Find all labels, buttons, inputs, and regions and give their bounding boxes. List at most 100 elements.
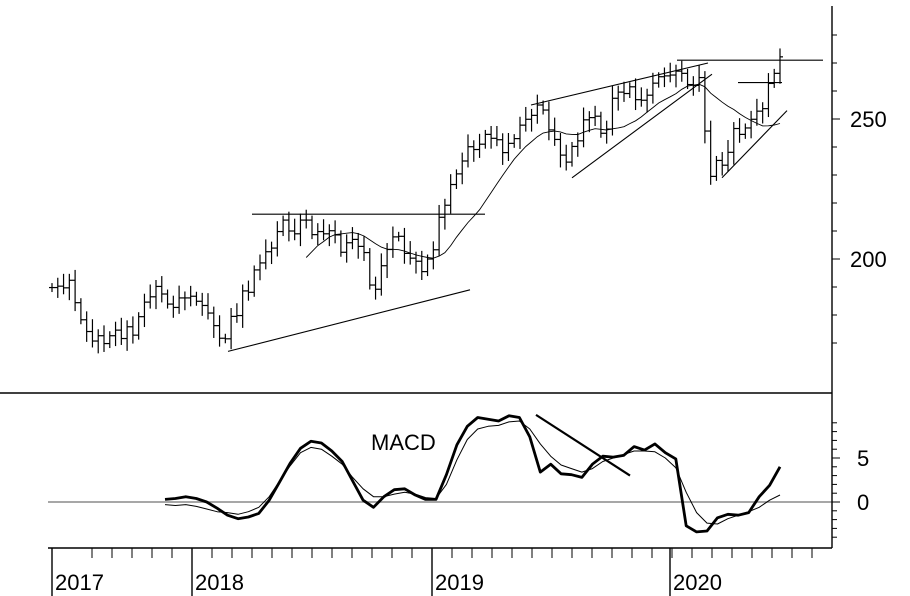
price-bar [528,108,535,132]
price-bar [765,73,772,118]
price-bar [112,321,119,347]
price-bar [753,98,760,126]
price-bar [759,102,766,124]
price-bar [262,239,269,270]
price-bar [505,133,512,161]
price-bar [742,123,749,139]
price-bar [465,134,471,168]
price-bar [89,319,96,348]
price-bar [493,126,500,147]
price-bar [77,298,84,325]
price-bar [297,213,304,247]
price-bar [343,234,350,263]
price-bar [534,94,541,124]
price-bar [447,174,454,214]
chart-frame: 200 250 0 5 2017 2018 2019 2020 [0,6,887,596]
price-bar [314,223,321,245]
price-bar [233,303,240,323]
price-bar [418,250,425,280]
price-bar [713,155,720,181]
price-bar [777,48,783,84]
price-bar [621,81,627,102]
price-bar [459,152,466,185]
price-bar [545,101,552,141]
price-bar [644,88,651,113]
price-bar [291,218,298,241]
price-bar [245,280,252,301]
macd-line [164,414,782,534]
price-bar [586,111,593,133]
price-bar [626,82,633,98]
macd-tick-label: 5 [857,446,869,471]
price-bar [372,276,379,300]
price-bar [615,85,622,111]
price-bar [563,144,570,171]
price-bar [476,133,483,158]
price-bar [361,236,367,261]
macd-panel [48,413,832,534]
price-bar [719,152,726,176]
price-bar [101,325,107,352]
price-bar [638,87,645,107]
price-bar [430,241,437,270]
price-bar [66,273,73,301]
price-bar [72,269,79,312]
price-bar [193,291,200,306]
macd-signal-line [164,420,781,525]
price-bar [540,100,547,115]
price-trendline [721,110,788,179]
price-bar [303,209,310,229]
price-bar [499,133,506,165]
price-bar [401,227,408,264]
price-bar [696,65,703,92]
price-bar [199,292,206,316]
price-bar [210,306,217,338]
price-bar [511,134,518,148]
price-tick-label: 250 [850,107,887,132]
price-bar [257,254,263,281]
price-bar [771,68,778,88]
price-bar [205,293,211,320]
price-bar [95,329,102,354]
price-bar [153,280,159,310]
price-bar [730,122,737,165]
price-bar [725,140,731,172]
price-bar [707,120,714,185]
price-bar [632,78,639,111]
price-bar [141,293,148,328]
price-bar [551,117,558,146]
price-bar [239,284,246,328]
price-bar [170,295,177,318]
price-panel [49,48,823,354]
price-bar [678,60,685,82]
price-bar [251,265,258,297]
price-bar [748,110,755,139]
price-bar [337,230,344,257]
price-bar [181,291,188,311]
price-bar [453,169,460,189]
price-bar [355,232,362,259]
price-bar [274,221,281,257]
year-label: 2018 [195,570,244,595]
price-bar [649,72,656,104]
price-bar [488,126,495,149]
price-bar [228,308,235,350]
price-bar [701,71,708,144]
price-bar [268,241,275,265]
price-bar [320,219,327,241]
year-label: 2017 [55,570,104,595]
price-bar [118,317,125,345]
price-bar [280,215,287,237]
price-bar [309,215,315,240]
price-trendline [571,73,713,179]
price-bar [661,67,668,88]
price-bar [285,211,292,242]
price-bar [580,107,587,148]
price-bar [129,316,136,344]
price-trendline [530,62,709,106]
price-bar [395,231,402,242]
price-bar [49,283,55,293]
price-bar [603,120,610,144]
macd-tick-label: 0 [857,490,869,515]
